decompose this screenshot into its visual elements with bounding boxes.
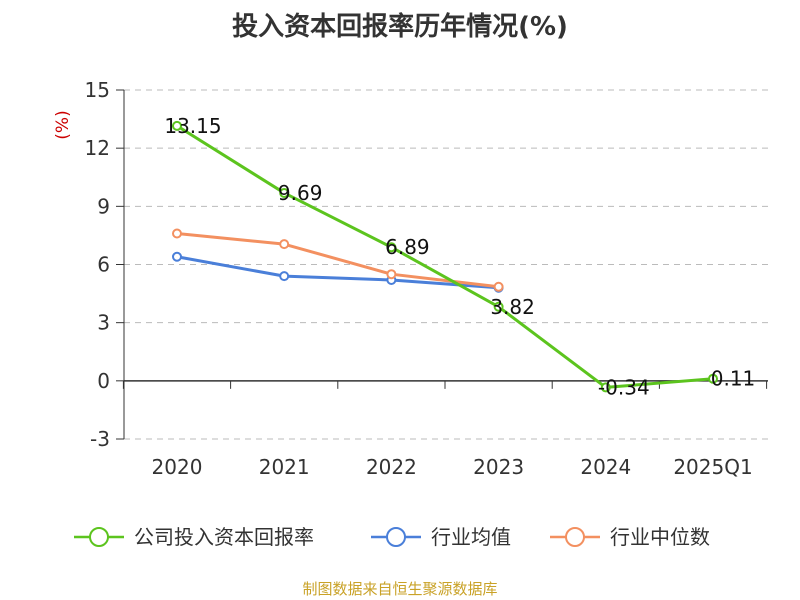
data-point bbox=[386, 269, 397, 280]
data-point bbox=[708, 373, 718, 384]
source-note: 制图数据来自恒生聚源数据库 bbox=[302, 580, 498, 598]
x-tick-label: 2023 bbox=[473, 455, 524, 479]
data-point bbox=[279, 187, 290, 198]
data-point bbox=[172, 120, 182, 131]
data-label: -0.34 bbox=[598, 375, 650, 399]
legend-item[interactable]: 行业中位数 bbox=[550, 525, 710, 549]
y-tick-label: 9 bbox=[97, 194, 110, 218]
legend-marker bbox=[89, 527, 109, 547]
data-label: 9.69 bbox=[278, 181, 323, 205]
y-tick-label: 15 bbox=[85, 78, 110, 102]
y-tick-label: 3 bbox=[97, 311, 110, 335]
legend-item[interactable]: 行业均值 bbox=[371, 525, 511, 549]
axes: -3 0 3 6 9 12 15 2020 2021 2022 2023 2024 2025Q1 bbox=[85, 78, 768, 479]
data-label: 0.11 bbox=[711, 367, 756, 391]
chart-title: 投入资本回报率历年情况(%) bbox=[232, 12, 568, 42]
legend[interactable]: 公司投入资本回报率 行业均值 行业中位数 bbox=[74, 525, 710, 549]
data-point bbox=[493, 301, 504, 312]
series-line bbox=[176, 124, 714, 389]
data-point bbox=[172, 228, 182, 239]
x-tick-label: 2021 bbox=[259, 455, 310, 479]
data-label: 13.15 bbox=[164, 114, 221, 138]
legend-label: 公司投入资本回报率 bbox=[134, 525, 314, 549]
y-tick-label: -3 bbox=[90, 427, 110, 451]
data-point bbox=[279, 271, 290, 282]
data-point bbox=[172, 251, 182, 262]
y-tick-label: 0 bbox=[97, 369, 110, 393]
series bbox=[172, 120, 718, 393]
legend-marker bbox=[565, 527, 585, 547]
legend-label: 行业均值 bbox=[431, 525, 511, 549]
y-tick-label: 6 bbox=[97, 253, 110, 277]
x-tick-label: 2025Q1 bbox=[673, 455, 752, 479]
data-label: 3.82 bbox=[490, 295, 535, 319]
y-tick-label: 12 bbox=[85, 136, 110, 160]
data-point bbox=[600, 382, 611, 393]
y-axis-label: (%) bbox=[53, 110, 73, 139]
data-label: 6.89 bbox=[385, 235, 430, 259]
data-point bbox=[493, 281, 504, 292]
data-labels: 13.15 9.69 6.89 3.82 -0.34 0.11 bbox=[164, 114, 755, 400]
series-line bbox=[176, 255, 499, 290]
legend-item[interactable]: 公司投入资本回报率 bbox=[74, 525, 314, 549]
series-line bbox=[176, 231, 499, 289]
data-point bbox=[386, 242, 397, 253]
x-tick-label: 2024 bbox=[580, 455, 631, 479]
legend-marker bbox=[386, 527, 406, 547]
x-tick-label: 2020 bbox=[152, 455, 203, 479]
x-tick-label: 2022 bbox=[366, 455, 417, 479]
data-point bbox=[279, 239, 290, 250]
legend-label: 行业中位数 bbox=[610, 525, 710, 549]
gridlines bbox=[124, 89, 768, 440]
